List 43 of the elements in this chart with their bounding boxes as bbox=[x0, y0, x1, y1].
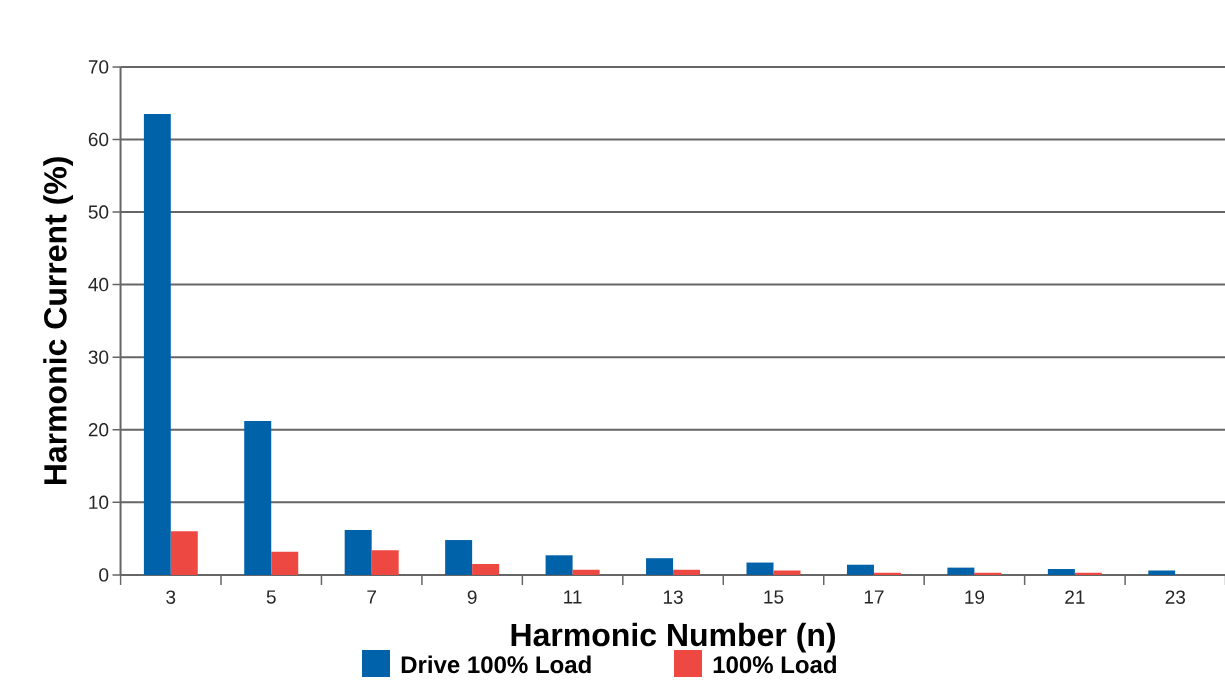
y-tick-label: 50 bbox=[88, 205, 109, 219]
y-axis-title: Harmonic Current (%) bbox=[43, 157, 74, 485]
y-tick-label: 60 bbox=[88, 132, 109, 147]
x-tick-label: 21 bbox=[1065, 590, 1085, 604]
bar bbox=[1074, 572, 1102, 575]
x-tick-label: 13 bbox=[663, 590, 683, 604]
bar bbox=[244, 421, 272, 575]
x-tick-label: 11 bbox=[564, 590, 582, 604]
legend-label: Drive 100% Load bbox=[401, 655, 591, 674]
bar bbox=[371, 550, 399, 575]
y-tick-label: 0 bbox=[99, 568, 109, 582]
x-axis-title: Harmonic Number (n) bbox=[511, 622, 835, 653]
bar bbox=[873, 572, 901, 575]
bar bbox=[646, 558, 674, 575]
bar bbox=[572, 569, 600, 575]
y-tick-label: 20 bbox=[88, 423, 109, 437]
y-tick-label: 70 bbox=[88, 60, 109, 74]
bar bbox=[445, 540, 473, 575]
bar bbox=[974, 572, 1002, 575]
y-tick-label: 10 bbox=[89, 495, 109, 510]
legend-label: 100% Load bbox=[713, 655, 836, 674]
bar bbox=[472, 564, 500, 575]
x-tick-label: 19 bbox=[965, 590, 985, 604]
bar bbox=[170, 531, 198, 575]
bar bbox=[846, 564, 874, 575]
x-tick-label: 15 bbox=[764, 590, 784, 604]
x-tick-label: 9 bbox=[467, 590, 477, 604]
bar bbox=[545, 555, 573, 575]
bar bbox=[947, 567, 975, 575]
bar bbox=[143, 114, 171, 575]
x-tick-label: 17 bbox=[864, 590, 884, 604]
bar bbox=[344, 529, 372, 575]
x-tick-label: 5 bbox=[266, 590, 276, 604]
y-tick-label: 40 bbox=[88, 277, 109, 292]
bar bbox=[673, 569, 701, 575]
bar bbox=[746, 562, 774, 575]
x-tick-label: 3 bbox=[166, 590, 176, 604]
bar bbox=[271, 551, 299, 575]
x-tick-label: 7 bbox=[367, 590, 377, 604]
x-tick-label: 23 bbox=[1165, 590, 1186, 604]
y-tick-label: 30 bbox=[88, 350, 109, 364]
bar bbox=[1148, 570, 1176, 575]
bar bbox=[1047, 569, 1075, 575]
